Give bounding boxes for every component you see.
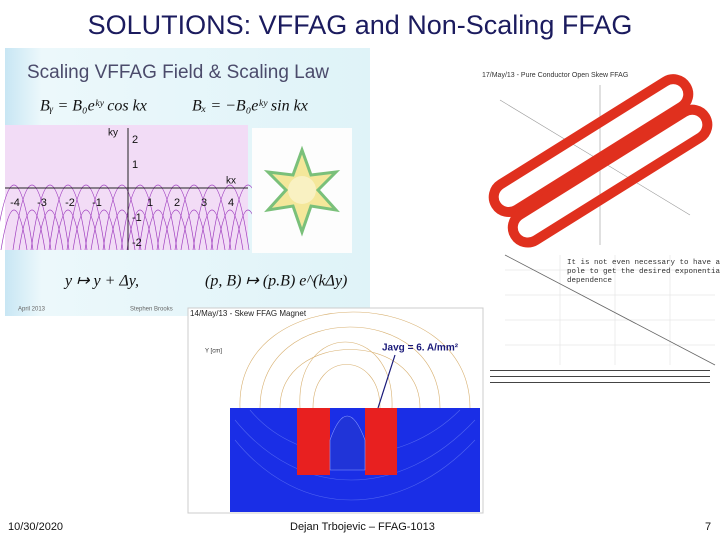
graph-panel: It is not even necessary to have a pole t… <box>480 250 720 390</box>
coil-panel: 17/May/13 - Pure Conductor Open Skew FFA… <box>480 68 720 250</box>
note-line: It is not even necessary to have a <box>567 259 720 267</box>
coils <box>488 74 713 248</box>
pole <box>329 415 366 471</box>
field-line <box>162 209 190 251</box>
field-line <box>180 209 208 251</box>
x-tick-label: 2 <box>174 197 180 209</box>
footer-author: Dejan Trbojevic – FFAG-1013 <box>290 521 435 533</box>
axis-label: kx <box>226 176 236 187</box>
y-tick-label: -1 <box>132 212 142 224</box>
footnote: April 2013 <box>18 307 46 313</box>
field-line <box>108 209 136 251</box>
panel-title: 17/May/13 - Pure Conductor Open Skew FFA… <box>482 72 628 79</box>
field-line <box>12 184 52 251</box>
field-line <box>66 184 106 251</box>
panel-title: Scaling VFFAG Field & Scaling Law <box>27 62 329 83</box>
curve <box>504 254 716 366</box>
field-line <box>84 184 124 251</box>
x-tick-label: 3 <box>201 197 207 209</box>
footnote: Stephen Brooks <box>130 307 173 313</box>
axis-label: Y [cm] <box>205 349 222 355</box>
note: It is not even necessary to have a pole t… <box>567 259 720 285</box>
x-tick-label: -2 <box>65 197 75 209</box>
field-line <box>174 184 214 251</box>
field-line <box>0 184 34 251</box>
field-line <box>72 209 100 251</box>
equation: Bᵧ = B₀eᵏʸ cos kx <box>40 98 147 115</box>
x-tick-label: -3 <box>37 197 47 209</box>
field-line <box>210 184 250 251</box>
equation: Bₓ = −B₀eᵏʸ sin kx <box>192 98 308 115</box>
axis-label: ky <box>108 128 118 139</box>
conductor <box>297 408 330 475</box>
panel-title: 14/May/13 - Skew FFAG Magnet <box>190 309 307 318</box>
field-line <box>120 184 160 251</box>
field-line <box>216 209 244 251</box>
y-tick-label: -2 <box>132 237 142 249</box>
slide-title: SOLUTIONS: VFFAG and Non-Scaling FFAG <box>88 10 633 40</box>
grid <box>505 255 715 365</box>
field-line <box>30 184 70 251</box>
field-line <box>36 209 64 251</box>
note-line: pole to get the desired exponential <box>567 268 720 276</box>
y-tick-label: 1 <box>132 159 138 171</box>
annotation: Javg = 6. A/mm² <box>382 343 459 354</box>
field-line <box>144 209 172 251</box>
center <box>288 176 316 204</box>
note-line: dependence <box>567 277 612 285</box>
x-tick-label: -1 <box>92 197 102 209</box>
page-number: 7 <box>705 521 711 533</box>
y-tick-label: 2 <box>132 134 138 146</box>
magnet-panel: 14/May/13 - Skew FFAG Magnet Y [cm] Javg… <box>187 307 484 514</box>
field-line <box>198 209 226 251</box>
field-line <box>54 209 82 251</box>
scaling-law: y ↦ y + Δy, <box>63 273 139 290</box>
x-ticks: -4 -3 -2 -1 1 2 3 4 <box>10 197 234 209</box>
x-tick-label: 1 <box>147 197 153 209</box>
field-lines <box>0 184 268 251</box>
field-panel: Scaling VFFAG Field & Scaling Law Bᵧ = B… <box>0 48 370 316</box>
field-line <box>18 209 46 251</box>
field-line <box>156 184 196 251</box>
x-tick-label: 4 <box>228 197 234 209</box>
field-line <box>138 184 178 251</box>
field-line <box>192 184 232 251</box>
field-line <box>90 209 118 251</box>
conductor <box>365 408 397 475</box>
field-line <box>0 209 28 251</box>
x-tick-label: -4 <box>10 197 20 209</box>
field-line <box>102 184 142 251</box>
scaling-law: (p, B) ↦ (p.B) e^(kΔy) <box>205 273 347 290</box>
footer-date: 10/30/2020 <box>8 521 63 533</box>
field-line <box>48 184 88 251</box>
arrow <box>377 354 396 409</box>
table <box>490 370 710 383</box>
y-ticks: 2 1 -1 -2 <box>132 134 142 249</box>
field-line <box>126 209 154 251</box>
